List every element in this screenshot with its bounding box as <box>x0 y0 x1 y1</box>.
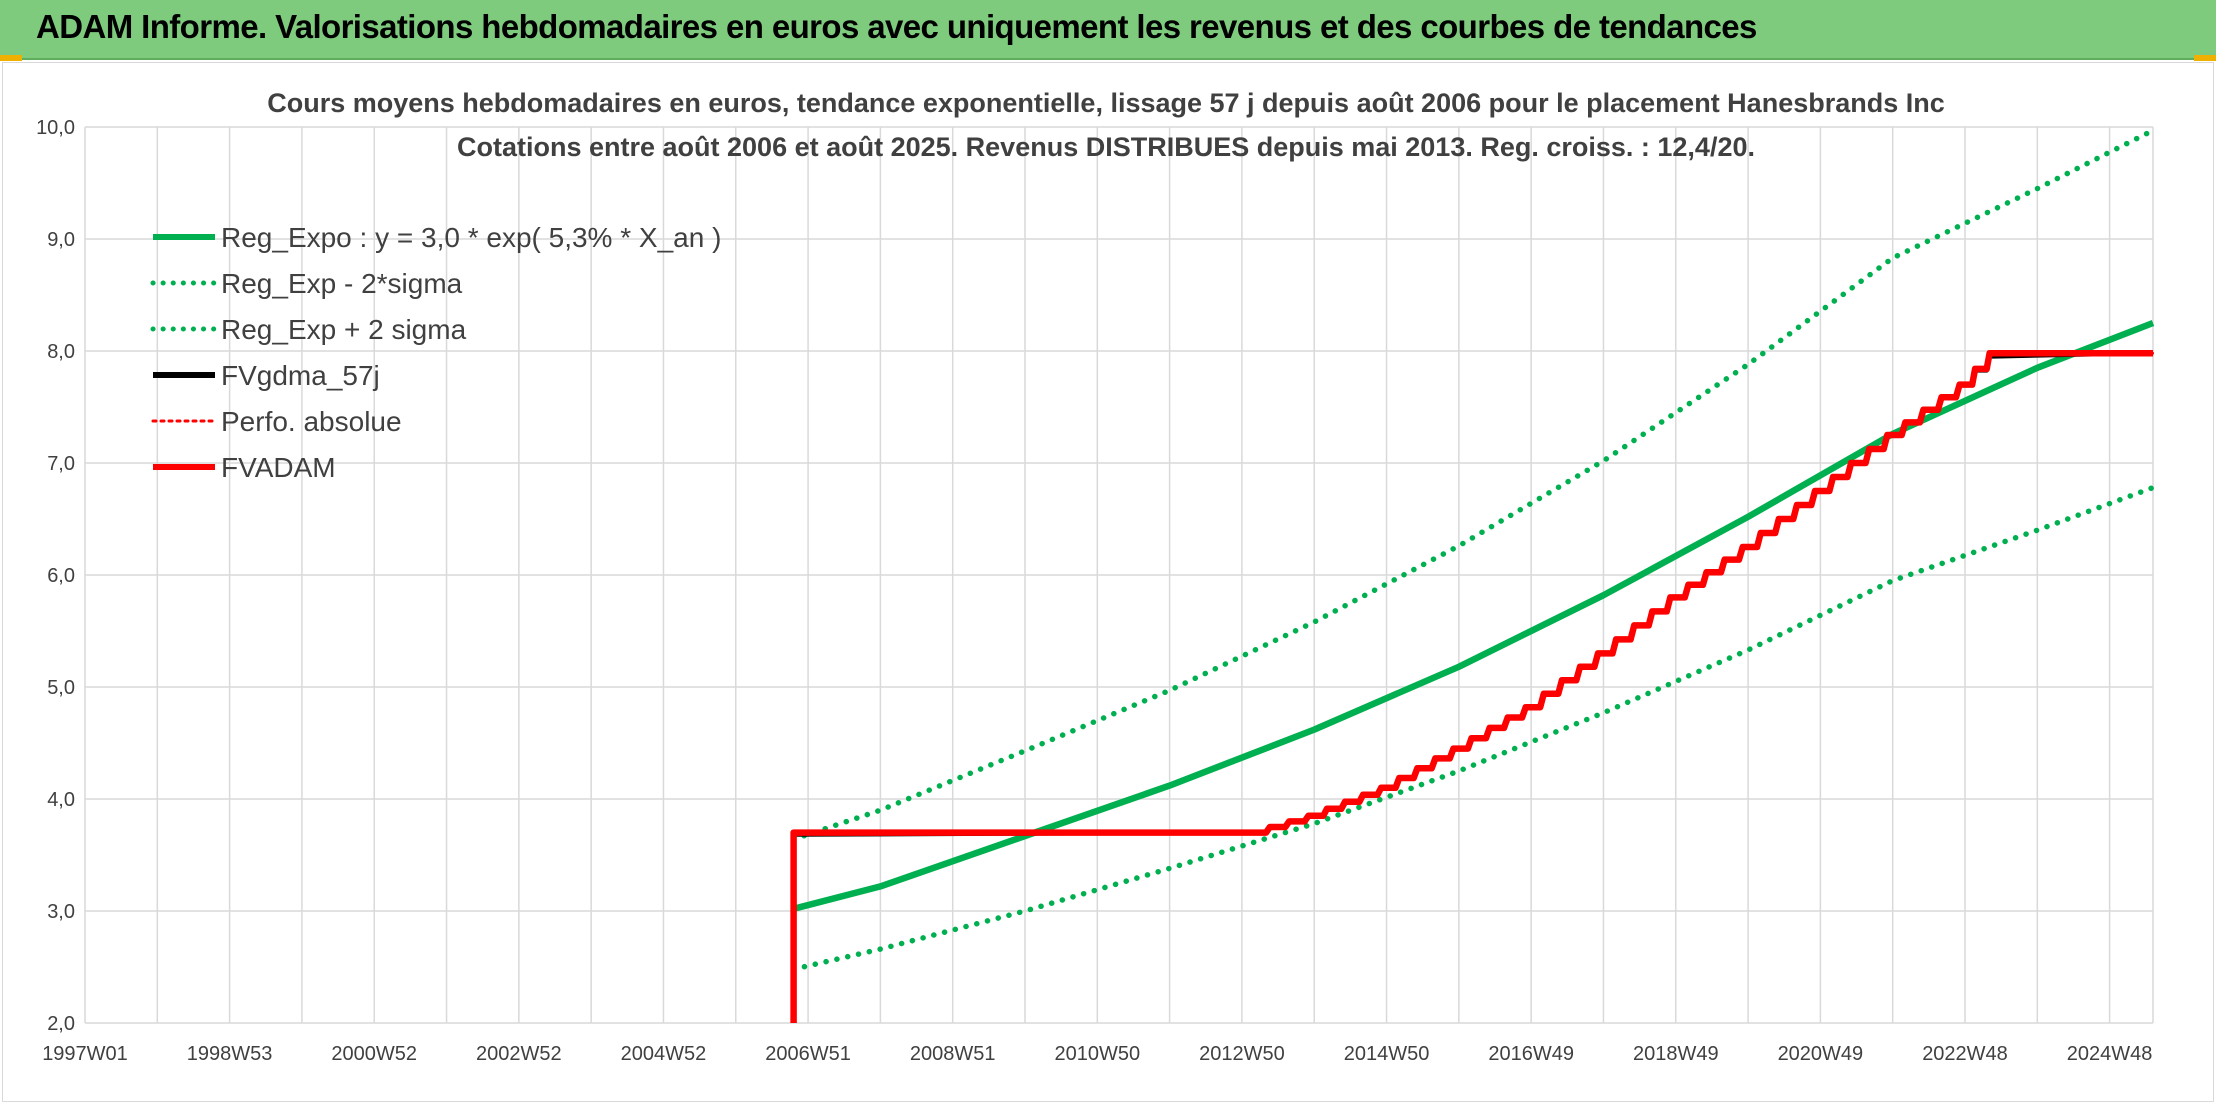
fvadam-line <box>790 349 2153 1023</box>
y-tick-label: 3,0 <box>47 901 75 923</box>
legend: Reg_Expo : y = 3,0 * exp( 5,3% * X_an ) R… <box>150 222 721 483</box>
legend-label-reg-expo-line: Reg_Expo : y = 3,0 * exp( 5,3% * X_an ) <box>221 222 721 253</box>
chart-subtitle: Cotations entre août 2006 et août 2025. … <box>457 132 1755 162</box>
reg-expo-line <box>792 319 2155 912</box>
y-tick-label: 10,0 <box>36 117 75 139</box>
y-tick-label: 7,0 <box>47 453 75 475</box>
x-tick-label: 2004W52 <box>621 1043 707 1065</box>
legend-label-fvadam-line: FVADAM <box>221 452 336 483</box>
legend-label-perfo-absolue-line: Perfo. absolue <box>221 406 402 437</box>
perfo-absolue-line <box>792 351 2155 835</box>
x-tick-label: 2014W50 <box>1344 1043 1430 1065</box>
chart-frame: 2,0 3,0 4,0 5,0 6,0 7,0 8,0 9,0 10,0 1997W01 1998W… <box>2 62 2214 1102</box>
x-tick-label: 2008W51 <box>910 1043 996 1065</box>
x-tick-label: 2010W50 <box>1054 1043 1140 1065</box>
x-tick-label: 1998W53 <box>187 1043 273 1065</box>
legend-label-reg-exp-minus-2sigma-line: Reg_Exp - 2*sigma <box>221 268 463 299</box>
y-tick-label: 9,0 <box>47 229 75 251</box>
y-tick-label: 8,0 <box>47 341 75 363</box>
y-tick-label: 6,0 <box>47 565 75 587</box>
banner-corner-left <box>0 55 22 61</box>
reg-exp-plus-2sigma-line <box>790 127 2156 843</box>
x-tick-label: 2018W49 <box>1633 1043 1719 1065</box>
x-tick-label: 2024W48 <box>2067 1043 2153 1065</box>
report-title: ADAM Informe. Valorisations hebdomadaire… <box>36 8 1757 45</box>
x-tick-label: 2012W50 <box>1199 1043 1285 1065</box>
grid <box>84 126 2154 1024</box>
x-tick-label: 2000W52 <box>331 1043 417 1065</box>
x-tick-label: 2020W49 <box>1778 1043 1864 1065</box>
x-tick-label: 2006W51 <box>765 1043 851 1065</box>
legend-label-reg-exp-plus-2sigma-line: Reg_Exp + 2 sigma <box>221 314 467 345</box>
x-tick-label: 2016W49 <box>1488 1043 1574 1065</box>
y-tick-label: 5,0 <box>47 677 75 699</box>
x-tick-label: 1997W01 <box>42 1043 128 1065</box>
report-banner: ADAM Informe. Valorisations hebdomadaire… <box>0 0 2216 60</box>
reg-exp-minus-2sigma-line <box>790 484 2156 972</box>
x-tick-label: 2022W48 <box>1922 1043 2008 1065</box>
chart: 2,0 3,0 4,0 5,0 6,0 7,0 8,0 9,0 10,0 1997W01 1998W… <box>36 88 2156 1065</box>
x-tick-label: 2002W52 <box>476 1043 562 1065</box>
series-layer <box>790 127 2156 1023</box>
axes: 2,0 3,0 4,0 5,0 6,0 7,0 8,0 9,0 10,0 1997W01 1998W… <box>36 117 2152 1065</box>
y-tick-label: 4,0 <box>47 789 75 811</box>
y-tick-label: 2,0 <box>47 1013 75 1035</box>
legend-label-fvgdma-57j-line: FVgdma_57j <box>221 360 380 391</box>
banner-corner-right <box>2194 55 2216 61</box>
chart-title: Cours moyens hebdomadaires en euros, ten… <box>267 88 1945 118</box>
